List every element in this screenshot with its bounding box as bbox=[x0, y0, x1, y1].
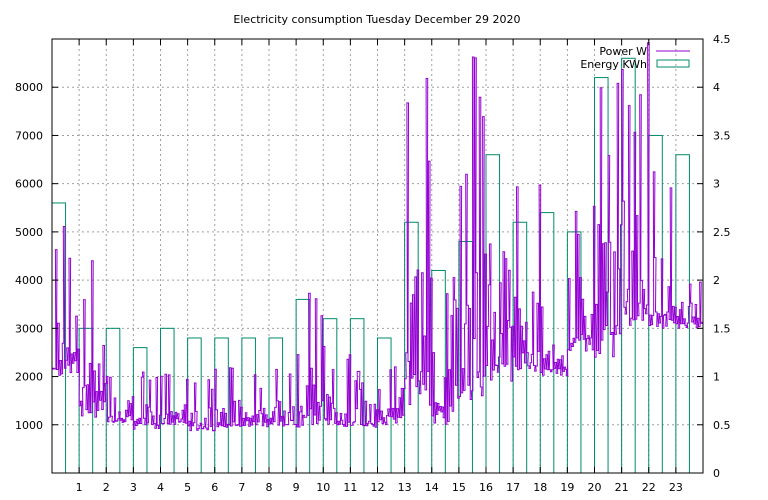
x-tick-label: 18 bbox=[533, 481, 547, 494]
left-tick-label: 3000 bbox=[15, 322, 43, 335]
x-tick-label: 1 bbox=[76, 481, 83, 494]
legend-swatch-energy bbox=[656, 59, 690, 68]
right-tick-label: 4.5 bbox=[713, 33, 731, 46]
power-line bbox=[51, 42, 704, 432]
right-tick-label: 3 bbox=[713, 178, 720, 191]
right-tick-label: 0.5 bbox=[713, 419, 731, 432]
right-axis-ticks: 0 0.5 1 1.5 2 2.5 3 3.5 4 4.5 bbox=[697, 33, 731, 480]
energy-bar bbox=[322, 318, 338, 474]
x-tick-label: 14 bbox=[425, 481, 439, 494]
x-tick-label: 23 bbox=[669, 481, 683, 494]
right-tick-label: 2.5 bbox=[713, 226, 731, 239]
x-tick-label: 12 bbox=[371, 481, 385, 494]
x-tick-label: 9 bbox=[293, 481, 300, 494]
x-tick-label: 21 bbox=[615, 481, 629, 494]
x-tick-label: 4 bbox=[157, 481, 164, 494]
x-axis-ticks: 1 2 3 4 5 6 7 8 9 10 11 12 13 14 15 16 17 18 19 20 21 22 23 bbox=[76, 39, 683, 494]
right-tick-label: 3.5 bbox=[713, 129, 731, 142]
right-tick-label: 2 bbox=[713, 274, 720, 287]
x-tick-label: 2 bbox=[103, 481, 110, 494]
x-tick-label: 17 bbox=[506, 481, 520, 494]
x-tick-label: 8 bbox=[266, 481, 273, 494]
x-tick-label: 13 bbox=[398, 481, 412, 494]
energy-bar bbox=[431, 269, 446, 474]
x-tick-label: 6 bbox=[211, 481, 218, 494]
left-tick-label: 2000 bbox=[15, 371, 43, 384]
x-tick-label: 19 bbox=[560, 481, 574, 494]
energy-bar bbox=[214, 337, 229, 474]
right-tick-label: 1.5 bbox=[713, 322, 731, 335]
left-tick-label: 1000 bbox=[15, 419, 43, 432]
x-tick-label: 16 bbox=[479, 481, 493, 494]
left-tick-label: 8000 bbox=[15, 81, 43, 94]
x-tick-label: 3 bbox=[130, 481, 137, 494]
x-tick-label: 22 bbox=[642, 481, 656, 494]
left-tick-label: 7000 bbox=[15, 129, 43, 142]
x-tick-label: 7 bbox=[238, 481, 245, 494]
energy-bar bbox=[241, 337, 256, 474]
x-tick-label: 5 bbox=[184, 481, 191, 494]
x-tick-label: 10 bbox=[316, 481, 330, 494]
left-tick-label: 5000 bbox=[15, 226, 43, 239]
energy-bar bbox=[132, 347, 148, 474]
power-trace bbox=[51, 42, 704, 432]
x-tick-label: 11 bbox=[343, 481, 357, 494]
left-axis-ticks: 1000 2000 3000 4000 5000 6000 7000 8000 bbox=[15, 81, 58, 432]
energy-bar bbox=[105, 327, 121, 474]
right-tick-label: 4 bbox=[713, 81, 720, 94]
left-tick-label: 4000 bbox=[15, 274, 43, 287]
x-tick-label: 15 bbox=[452, 481, 466, 494]
legend-label-energy: Energy KWh bbox=[580, 58, 647, 71]
right-tick-label: 0 bbox=[713, 467, 720, 480]
x-tick-label: 20 bbox=[588, 481, 602, 494]
legend-label-power: Power W bbox=[599, 45, 647, 58]
left-tick-label: 6000 bbox=[15, 178, 43, 191]
legend: Power W Energy KWh bbox=[580, 45, 690, 71]
right-tick-label: 1 bbox=[713, 371, 720, 384]
chart-title: Electricity consumption Tuesday December… bbox=[233, 13, 520, 26]
energy-bar bbox=[160, 327, 175, 474]
